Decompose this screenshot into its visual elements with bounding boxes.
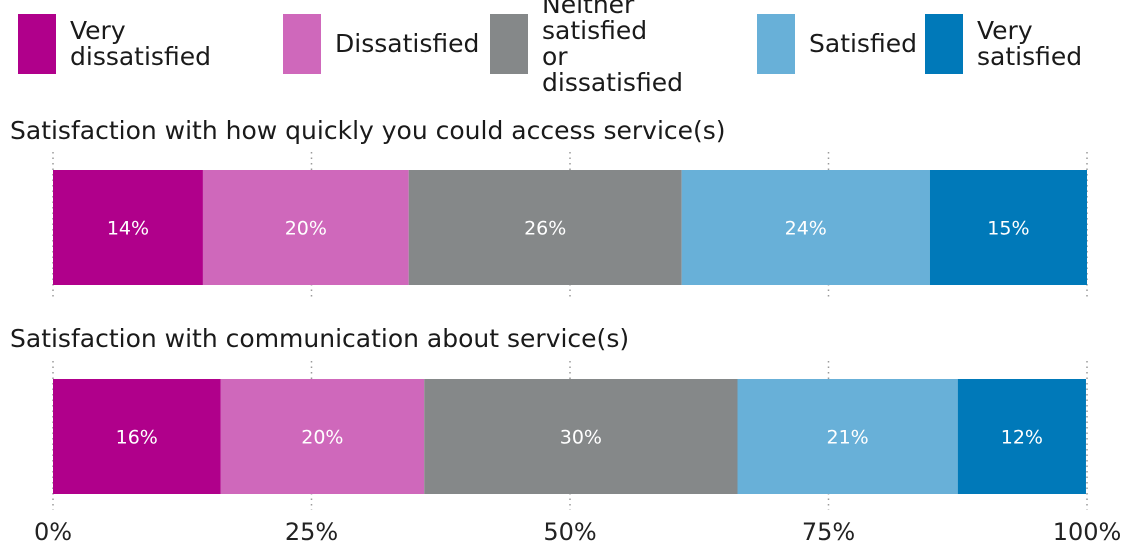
bar-label-satisfied-row-2: 21% [827, 427, 869, 449]
legend-label-very-dissatisfied: Very dissatisfied [70, 16, 211, 71]
bar-label-very-satisfied-row-2: 12% [1001, 427, 1043, 449]
legend-label-very-satisfied: Very satisfied [977, 16, 1083, 71]
bar-dissatisfied-row-2 [220, 379, 425, 494]
bar-label-very-dissatisfied-row-1: 14% [107, 218, 149, 240]
bar-dissatisfied-row-1 [202, 170, 409, 285]
bar-very-dissatisfied-row-2 [53, 379, 221, 494]
bar-label-satisfied-row-1: 24% [785, 218, 827, 240]
legend-swatch-very-satisfied [925, 14, 963, 74]
bar-very-satisfied-row-2 [957, 379, 1086, 494]
x-tick-label-50pct: 50% [543, 518, 596, 546]
x-tick-label-25pct: 25% [285, 518, 338, 546]
bar-satisfied-row-2 [737, 379, 958, 494]
bar-satisfied-row-1 [681, 170, 930, 285]
legend-swatch-neither [490, 14, 528, 74]
bar-label-very-satisfied-row-1: 15% [987, 218, 1029, 240]
bar-very-dissatisfied-row-1 [53, 170, 203, 285]
legend: Very dissatisfied Dissatisfied Neither s… [0, 0, 1148, 96]
legend-label-dissatisfied: Dissatisfied [335, 29, 480, 58]
bar-label-very-dissatisfied-row-2: 16% [116, 427, 158, 449]
bar-neither-satisfied-or-dissatisfied-row-1 [408, 170, 682, 285]
bar-label-neither-satisfied-or-dissatisfied-row-1: 26% [524, 218, 566, 240]
legend-label-satisfied: Satisfied [809, 29, 917, 58]
x-tick-label-75pct: 75% [802, 518, 855, 546]
x-tick-label-100pct: 100% [1053, 518, 1122, 546]
bar-label-neither-satisfied-or-dissatisfied-row-2: 30% [560, 427, 602, 449]
bar-neither-satisfied-or-dissatisfied-row-2 [424, 379, 738, 494]
legend-swatch-dissatisfied [283, 14, 321, 74]
legend-swatch-satisfied [757, 14, 795, 74]
legend-swatch-very-dissatisfied [18, 14, 56, 74]
bar-label-dissatisfied-row-2: 20% [301, 427, 343, 449]
panel-title-communication: Satisfaction with communication about se… [10, 324, 630, 353]
bar-very-satisfied-row-1 [929, 170, 1087, 285]
x-tick-label-0pct: 0% [34, 518, 72, 546]
panel-title-access-speed: Satisfaction with how quickly you could … [10, 116, 726, 145]
bar-label-dissatisfied-row-1: 20% [285, 218, 327, 240]
